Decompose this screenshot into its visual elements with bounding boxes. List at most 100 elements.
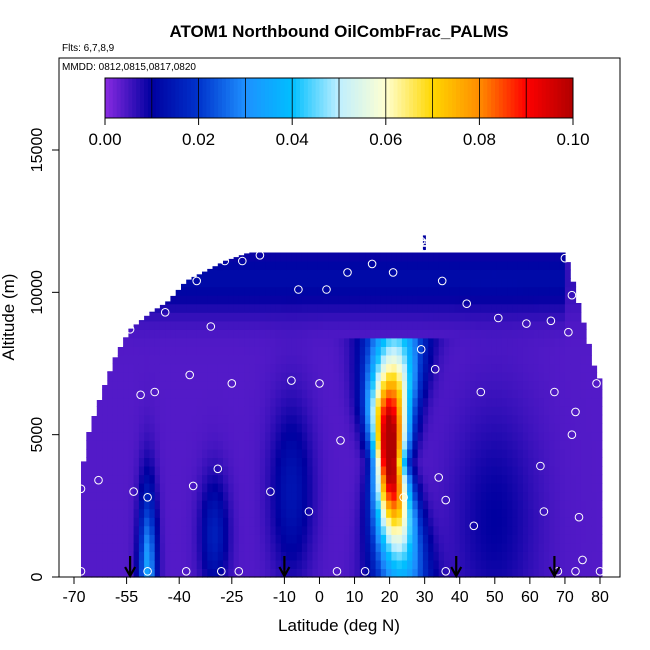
heatmap-cell	[175, 372, 182, 382]
heatmap-cell	[486, 303, 492, 313]
heatmap-cell	[223, 440, 229, 450]
heatmap-cell	[307, 525, 314, 535]
heatmap-cell	[165, 320, 172, 330]
heatmap-cell	[280, 431, 287, 441]
heatmap-cell	[496, 414, 503, 424]
heatmap-cell	[317, 303, 324, 313]
heatmap-cell	[543, 406, 550, 416]
heatmap-cell	[228, 397, 235, 407]
heatmap-cell	[338, 474, 345, 484]
heatmap-cell	[375, 303, 382, 313]
heatmap-cell	[564, 414, 571, 424]
heatmap-cell	[349, 252, 356, 262]
heatmap-cell	[244, 517, 250, 527]
heatmap-cell	[175, 431, 182, 441]
heatmap-cell	[391, 534, 398, 544]
heatmap-cell	[323, 372, 329, 382]
heatmap-cell	[380, 423, 387, 433]
heatmap-cell	[133, 491, 140, 501]
heatmap-cell	[296, 431, 303, 441]
heatmap-cell	[570, 389, 577, 399]
heatmap-cell	[296, 568, 303, 578]
heatmap-cell	[191, 397, 198, 407]
heatmap-cell	[181, 568, 187, 578]
heatmap-cell	[512, 423, 519, 433]
heatmap-cell	[233, 474, 240, 484]
heatmap-cell	[323, 414, 329, 424]
heatmap-cell	[238, 440, 245, 450]
heatmap-cell	[386, 355, 392, 365]
heatmap-cell	[196, 568, 203, 578]
heatmap-cell	[417, 551, 424, 561]
heatmap-cell	[380, 525, 387, 535]
heatmap-cell	[554, 500, 561, 510]
heatmap-cell	[501, 457, 508, 467]
heatmap-cell	[244, 491, 250, 501]
heatmap-cell	[233, 363, 240, 373]
heatmap-cell	[328, 380, 335, 390]
heatmap-cell	[407, 457, 413, 467]
heatmap-cell	[312, 337, 319, 347]
heatmap-cell	[254, 551, 261, 561]
colorbar-swatch	[424, 78, 430, 118]
heatmap-cell	[512, 551, 519, 561]
heatmap-cell	[564, 483, 571, 493]
heatmap-cell	[191, 312, 198, 322]
heatmap-cell	[470, 295, 477, 305]
heatmap-cell	[428, 295, 435, 305]
heatmap-cell	[422, 525, 429, 535]
heatmap-cell	[480, 380, 487, 390]
heatmap-cell	[202, 414, 208, 424]
heatmap-cell	[586, 457, 592, 467]
heatmap-cell	[365, 406, 371, 416]
heatmap-cell	[543, 278, 550, 288]
heatmap-cell	[433, 372, 440, 382]
heatmap-cell	[280, 517, 287, 527]
heatmap-cell	[522, 542, 529, 552]
heatmap-cell	[449, 312, 456, 322]
colorbar-swatch	[409, 78, 414, 118]
heatmap-cell	[117, 372, 124, 382]
heatmap-cell	[380, 466, 387, 476]
heatmap-cell	[575, 346, 582, 356]
heatmap-cell	[244, 457, 250, 467]
heatmap-cell	[344, 534, 350, 544]
heatmap-cell	[507, 337, 513, 347]
heatmap-cell	[444, 448, 450, 458]
heatmap-cell	[307, 542, 314, 552]
heatmap-cell	[280, 508, 287, 518]
heatmap-cell	[564, 491, 571, 501]
heatmap-cell	[449, 397, 456, 407]
heatmap-cell	[291, 320, 298, 330]
heatmap-cell	[354, 269, 361, 279]
heatmap-cell	[517, 448, 524, 458]
heatmap-cell	[317, 261, 324, 271]
profile-marker-arrow	[278, 556, 291, 579]
heatmap-cell	[328, 500, 335, 510]
heatmap-cell	[244, 448, 250, 458]
heatmap-cell	[359, 517, 366, 527]
heatmap-cell	[475, 372, 482, 382]
heatmap-cell	[228, 269, 235, 279]
heatmap-cell	[396, 295, 403, 305]
colorbar-swatch	[280, 78, 285, 118]
colorbar-swatch	[413, 78, 418, 118]
heatmap-cell	[501, 568, 508, 578]
heatmap-cell	[228, 414, 235, 424]
heatmap-cell	[333, 551, 340, 561]
heatmap-cell	[280, 551, 287, 561]
heatmap-cell	[275, 295, 282, 305]
sample-point	[399, 493, 408, 502]
heatmap-cell	[549, 380, 556, 390]
heatmap-cell	[507, 568, 513, 578]
heatmap-cell	[275, 431, 282, 441]
heatmap-cell	[570, 483, 577, 493]
heatmap-cell	[444, 517, 450, 527]
heatmap-cell	[233, 568, 240, 578]
heatmap-cell	[554, 252, 561, 262]
heatmap-cell	[128, 483, 135, 493]
heatmap-cell	[517, 380, 524, 390]
heatmap-cell	[144, 559, 150, 569]
heatmap-cell	[275, 355, 282, 365]
heatmap-cell	[538, 303, 545, 313]
